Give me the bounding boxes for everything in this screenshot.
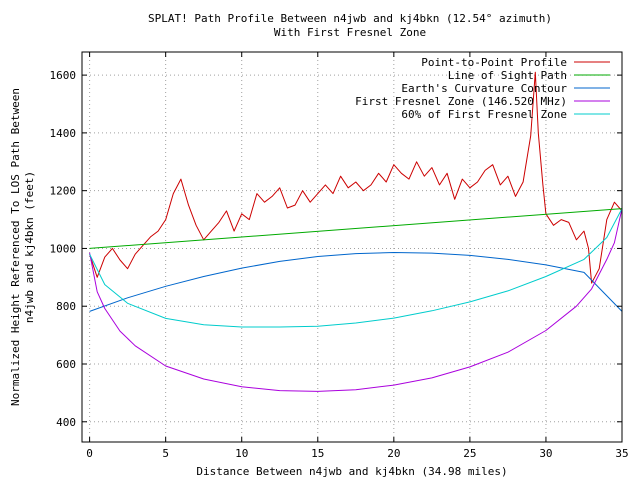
x-tick-label: 15 [311, 447, 324, 460]
y-tick-label: 800 [56, 300, 76, 313]
y-axis-label-line-2: n4jwb and kj4bkn (feet) [23, 171, 36, 323]
y-tick-label: 1000 [50, 242, 77, 255]
axis-ticks: 0 5 10 15 20 25 30 35 400 600 800 1000 1200 1400 1600 [50, 52, 629, 460]
y-tick-label: 1200 [50, 185, 77, 198]
legend-label-line-of-sight-path: Line of Sight Path [448, 69, 567, 82]
series-lines [89, 71, 622, 392]
legend-label-earth-s-curvature-contour: Earth's Curvature Contour [401, 82, 567, 95]
series-line-line-of-sight-path [89, 208, 622, 249]
x-tick-label: 35 [615, 447, 628, 460]
series-line-point-to-point-profile [89, 71, 622, 284]
legend-label-point-to-point-profile: Point-to-Point Profile [421, 56, 567, 69]
plot-frame [81, 51, 623, 443]
x-tick-label: 25 [463, 447, 476, 460]
y-tick-label: 600 [56, 358, 76, 371]
x-tick-label: 20 [387, 447, 400, 460]
chart-title: SPLAT! Path Profile Between n4jwb and kj… [148, 12, 552, 25]
legend-label-first-fresnel-zone-146-520-mhz: First Fresnel Zone (146.520 MHz) [355, 95, 567, 108]
y-tick-label: 1600 [50, 69, 77, 82]
x-tick-label: 30 [539, 447, 552, 460]
x-axis-label: Distance Between n4jwb and kj4bkn (34.98… [196, 465, 507, 478]
series-line-60-of-first-fresnel-zone [89, 208, 622, 328]
y-tick-label: 1400 [50, 127, 77, 140]
y-axis-label-line-1: Normalized Height Referenced To LOS Path… [9, 88, 22, 406]
series-line-earth-s-curvature-contour [89, 252, 622, 312]
x-tick-label: 0 [86, 447, 93, 460]
x-tick-label: 5 [162, 447, 169, 460]
x-tick-label: 10 [235, 447, 248, 460]
chart-subtitle: With First Fresnel Zone [274, 26, 426, 39]
series-line-first-fresnel-zone-146-520-mhz [89, 208, 622, 392]
legend-label-60-of-first-fresnel-zone: 60% of First Fresnel Zone [401, 108, 567, 121]
y-tick-label: 400 [56, 416, 76, 429]
